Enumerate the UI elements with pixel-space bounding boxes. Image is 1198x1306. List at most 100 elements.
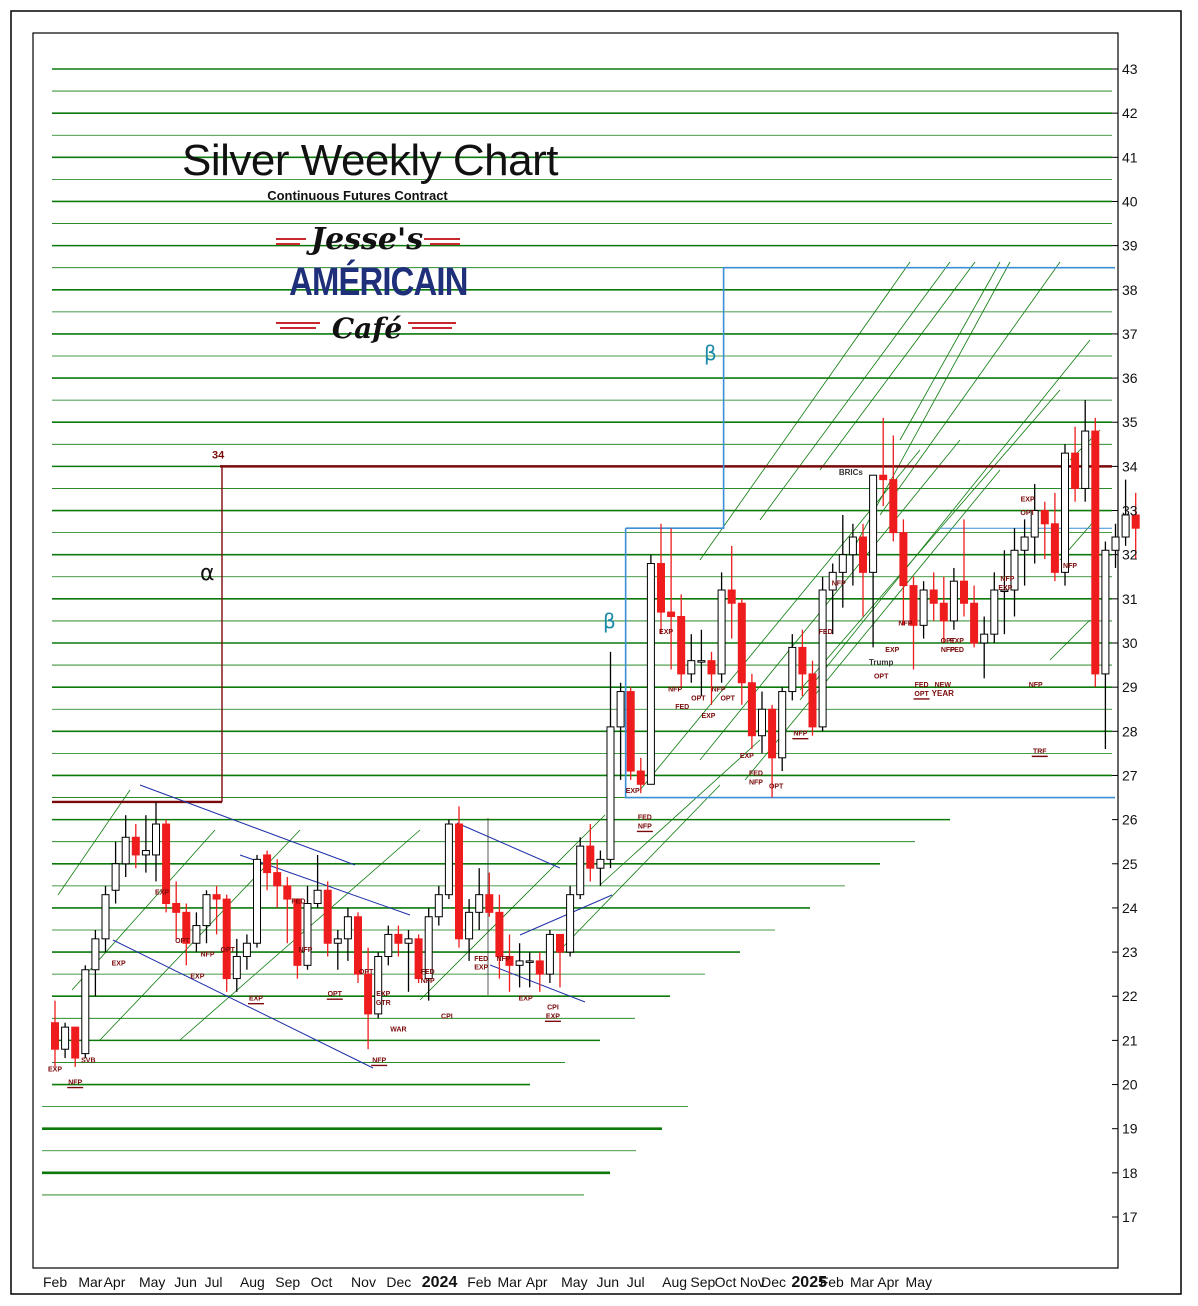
event-annotation: FED bbox=[749, 770, 763, 777]
event-annotation: TRF bbox=[1033, 748, 1047, 755]
candle-body bbox=[1040, 510, 1049, 525]
cafe-logo: Jesse's AMÉRICAIN Café bbox=[272, 222, 472, 352]
chart-title: Silver Weekly Chart bbox=[181, 136, 559, 185]
candle-body bbox=[374, 955, 383, 1015]
event-annotation: NFP bbox=[1029, 682, 1043, 689]
x-tick-label: Mar bbox=[498, 1274, 522, 1290]
event-annotation: OPT bbox=[914, 691, 929, 698]
candle-body bbox=[727, 589, 736, 604]
event-annotation: FED bbox=[474, 956, 488, 963]
x-tick-label: Mar bbox=[78, 1274, 102, 1290]
event-annotation: NFP bbox=[941, 647, 955, 654]
event-annotation: EXP bbox=[998, 585, 1012, 592]
y-tick-label: 25 bbox=[1122, 856, 1138, 872]
beta-box-bottom bbox=[624, 528, 1115, 799]
candle-body bbox=[838, 554, 847, 573]
y-tick-label: 23 bbox=[1122, 944, 1138, 960]
y-tick-label: 21 bbox=[1122, 1032, 1138, 1048]
x-tick-label: Sep bbox=[690, 1274, 715, 1290]
y-tick-label: 29 bbox=[1122, 679, 1138, 695]
candle-body bbox=[1121, 514, 1130, 538]
candle-body bbox=[333, 938, 342, 944]
event-annotation: EXP bbox=[740, 753, 754, 760]
x-tick-label: May bbox=[561, 1274, 587, 1290]
event-annotation: CPI bbox=[547, 1004, 559, 1011]
candle-body bbox=[455, 823, 463, 940]
chart-subtitle: Continuous Futures Contract bbox=[267, 188, 448, 203]
event-annotation: FED bbox=[291, 899, 305, 906]
beta-label-upper: β bbox=[704, 341, 717, 365]
x-tick-label: Dec bbox=[386, 1274, 411, 1290]
candle-body bbox=[162, 823, 171, 905]
channel-diagonal bbox=[819, 261, 976, 471]
y-tick-label: 18 bbox=[1122, 1165, 1138, 1181]
candle-body bbox=[818, 589, 827, 728]
x-tick-label: May bbox=[139, 1274, 165, 1290]
channel-diagonal bbox=[899, 261, 1001, 441]
candle-body bbox=[101, 894, 110, 940]
event-annotation: NFP bbox=[668, 687, 682, 694]
candle-body bbox=[747, 682, 756, 737]
candle-body bbox=[61, 1026, 70, 1050]
chart-structures: 34 α β β bbox=[52, 266, 1115, 1069]
x-tick-label: Feb bbox=[820, 1274, 844, 1290]
channel-diagonal bbox=[799, 389, 1061, 691]
candle-body bbox=[990, 589, 999, 635]
candle-body bbox=[515, 960, 524, 966]
candle-body bbox=[111, 863, 120, 891]
channel-diagonal bbox=[419, 814, 606, 1001]
candle-body bbox=[1010, 549, 1019, 591]
candle-body bbox=[505, 955, 514, 966]
y-tick-label: 36 bbox=[1122, 370, 1138, 386]
candle-body bbox=[444, 823, 453, 896]
event-annotation: EXP bbox=[885, 647, 899, 654]
candle-body bbox=[879, 474, 888, 481]
candle-body bbox=[424, 916, 433, 980]
candle-body bbox=[636, 770, 645, 785]
plot-frame bbox=[10, 10, 1182, 1295]
candle-body bbox=[808, 673, 817, 728]
candle-body bbox=[899, 532, 908, 587]
x-tick-label: Nov bbox=[351, 1274, 376, 1290]
candle-body bbox=[1101, 549, 1110, 675]
candle-body bbox=[192, 925, 201, 944]
candle-body bbox=[354, 916, 362, 975]
event-annotation: NEW bbox=[935, 682, 952, 689]
event-annotation: OPT bbox=[941, 638, 956, 645]
candle-body bbox=[697, 660, 706, 663]
x-tick-label: Aug bbox=[662, 1274, 687, 1290]
candle-body bbox=[556, 933, 564, 953]
y-tick-label: 26 bbox=[1122, 812, 1138, 828]
candle-body bbox=[717, 589, 726, 675]
y-tick-label: 31 bbox=[1122, 591, 1138, 607]
candle-body bbox=[51, 1022, 59, 1050]
event-annotation: NFP bbox=[638, 823, 652, 830]
event-annotation: FED bbox=[819, 629, 833, 636]
event-annotation: FED bbox=[638, 815, 652, 822]
y-tick-label: 33 bbox=[1122, 503, 1138, 519]
candle-body bbox=[394, 933, 403, 944]
candle-body bbox=[141, 850, 150, 856]
y-tick-label: 24 bbox=[1122, 900, 1138, 916]
candle-body bbox=[798, 646, 807, 675]
event-annotation: EXP bbox=[474, 965, 488, 972]
x-tick-label: Apr bbox=[877, 1274, 899, 1290]
event-annotation: OPT bbox=[874, 673, 889, 680]
candle-body bbox=[212, 894, 221, 900]
candle-body bbox=[949, 580, 958, 622]
x-tick-label: May bbox=[906, 1274, 932, 1290]
candle-body bbox=[293, 898, 302, 966]
candle-body bbox=[758, 708, 766, 737]
candle-body bbox=[485, 894, 494, 913]
event-annotation: EXP bbox=[659, 629, 673, 636]
downtrend-channel bbox=[112, 939, 374, 1069]
candle-body bbox=[1091, 430, 1100, 675]
candle-body bbox=[1050, 523, 1059, 573]
event-annotation: FED bbox=[950, 647, 964, 654]
event-annotation: OPT bbox=[175, 938, 190, 945]
event-annotation: NFP bbox=[832, 581, 846, 588]
channel-diagonal bbox=[759, 261, 951, 521]
candle-body bbox=[626, 691, 635, 772]
logo-line-2: AMÉRICAIN bbox=[289, 260, 468, 304]
candle-body bbox=[343, 916, 352, 940]
